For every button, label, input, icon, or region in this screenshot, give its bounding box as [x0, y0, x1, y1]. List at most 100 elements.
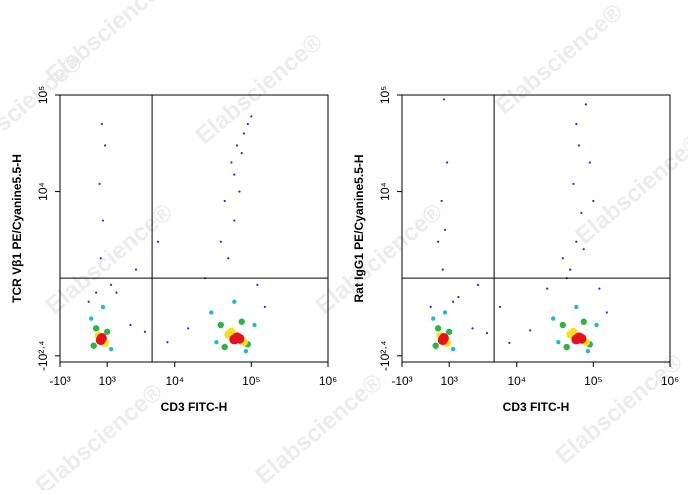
event-dot — [246, 122, 249, 126]
event-dot — [569, 327, 578, 336]
event-dot — [100, 304, 106, 310]
event-dot — [572, 182, 575, 186]
plot: -10³ 10³ 10⁴ 10⁵ 10⁶ -10²·⁴ 10⁴ 10⁵ CD3 FITC-H Ra… — [352, 86, 679, 414]
x-tick-label: 10⁶ — [319, 374, 337, 388]
event-dot — [594, 322, 599, 328]
event-dot — [445, 328, 453, 335]
event-dot — [238, 190, 241, 193]
event-dot — [242, 132, 245, 135]
x-tick-label: 10⁵ — [584, 374, 602, 388]
event-dot — [143, 330, 147, 333]
x-tick-label: -10³ — [49, 374, 70, 388]
event-dot — [233, 219, 236, 222]
event-dot — [100, 122, 103, 126]
watermark: Elabscience® — [311, 198, 448, 319]
event-dot — [101, 219, 105, 222]
event-dot — [256, 283, 259, 286]
event-dot — [438, 333, 449, 344]
y-tick-label: -10²·⁴ — [378, 341, 392, 372]
event-dot — [508, 341, 511, 345]
event-dot — [441, 268, 444, 271]
event-dot — [442, 98, 445, 101]
event-dot — [584, 103, 587, 106]
event-dot — [546, 287, 549, 290]
y-tick-label: 10⁴ — [36, 182, 50, 201]
event-dot — [98, 182, 101, 186]
event-dot — [95, 291, 98, 294]
y-axis-title: TCR Vβ1 PE/Cyanine5.5-H — [10, 154, 24, 303]
event-dot — [485, 332, 489, 335]
event-dot — [250, 115, 253, 118]
event-dot — [134, 268, 138, 271]
event-dot — [559, 321, 567, 329]
event-dot — [187, 327, 190, 330]
watermark: Elabscience® — [31, 378, 168, 490]
event-dot — [156, 240, 160, 243]
event-dot — [450, 346, 456, 352]
event-dot — [92, 325, 100, 332]
event-dot — [252, 322, 257, 328]
points — [429, 98, 608, 354]
x-tick-label: 10³ — [441, 374, 458, 388]
event-dot — [598, 287, 601, 290]
event-dot — [476, 283, 480, 286]
event-dot — [221, 343, 228, 351]
event-dot — [575, 122, 578, 126]
event-dot — [115, 291, 118, 294]
event-dot — [209, 310, 214, 315]
event-dot — [582, 248, 585, 251]
event-dot — [243, 348, 249, 354]
plot-frame — [401, 94, 671, 363]
event-dot — [580, 211, 583, 215]
points — [87, 115, 266, 354]
event-dot — [234, 333, 245, 344]
event-dot — [569, 268, 572, 271]
event-dot — [574, 304, 579, 310]
event-dot — [263, 305, 266, 309]
event-dot — [431, 316, 436, 321]
event-dot — [563, 343, 570, 351]
event-dot — [457, 295, 460, 299]
watermark: Elabscience® — [551, 348, 688, 469]
event-dot — [440, 199, 443, 203]
y-tick-label: 10⁵ — [378, 86, 392, 104]
event-dot — [99, 257, 102, 260]
event-dot — [432, 342, 439, 349]
event-dot — [592, 199, 595, 203]
event-dot — [429, 305, 432, 309]
watermark: Elabscience® — [41, 198, 178, 319]
plot: -10³ 10³ 10⁴ 10⁵ 10⁶ -10²·⁴ 10⁴ 10⁵ CD3 FITC-H TC… — [10, 86, 337, 414]
y-tick-label: -10²·⁴ — [36, 341, 50, 372]
event-dot — [580, 318, 587, 325]
event-dot — [230, 161, 233, 164]
x-axis-title: CD3 FITC-H — [161, 400, 228, 414]
event-dot — [437, 240, 440, 243]
event-dot — [110, 283, 113, 286]
event-dot — [87, 300, 90, 303]
event-dot — [605, 311, 608, 314]
event-dot — [227, 327, 236, 336]
event-dot — [104, 144, 107, 147]
x-tick-label: 10³ — [99, 374, 116, 388]
event-dot — [108, 346, 114, 352]
x-tick-label: 10⁵ — [242, 374, 260, 388]
x-tick-label: -10³ — [391, 374, 412, 388]
event-dot — [129, 323, 132, 327]
event-dot — [471, 327, 474, 330]
event-dot — [585, 348, 591, 354]
event-dot — [240, 152, 243, 155]
event-dot — [446, 161, 449, 164]
event-dot — [577, 144, 581, 147]
event-dot — [238, 318, 245, 325]
event-dot — [551, 316, 556, 321]
watermark: Elabscience® — [191, 28, 328, 149]
plot-frame — [59, 94, 329, 363]
y-tick-label: 10⁵ — [36, 86, 50, 104]
event-dot — [588, 161, 591, 164]
event-dot — [166, 341, 169, 344]
event-dot — [576, 333, 587, 344]
event-dot — [452, 300, 455, 303]
event-dot — [90, 342, 97, 349]
